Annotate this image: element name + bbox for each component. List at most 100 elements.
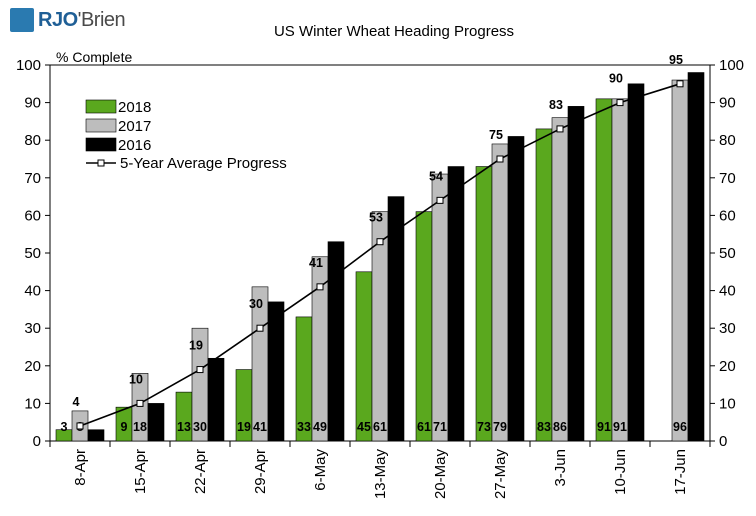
x-tick-label: 13-May — [372, 449, 389, 500]
bar-2018-27-May — [475, 166, 493, 442]
y-tick-label-right: 70 — [719, 170, 736, 187]
bar-2018-13-May — [355, 271, 373, 442]
avg-label-22-Apr: 19 — [189, 339, 203, 353]
y-tick-label-right: 30 — [719, 320, 736, 337]
y-tick-label-right: 90 — [719, 95, 736, 112]
avg-marker-8-Apr — [76, 422, 84, 430]
bar-2016-15-Apr — [147, 403, 165, 442]
y-tick-label-right: 40 — [719, 283, 736, 300]
x-tick-label: 29-Apr — [252, 449, 269, 494]
y-tick-label-right: 60 — [719, 207, 736, 224]
avg-label-6-May: 41 — [309, 256, 323, 270]
y-tick-label-left: 90 — [24, 95, 41, 112]
avg-marker-17-Jun — [676, 80, 684, 88]
bar-label-2018-13-May: 45 — [357, 420, 371, 434]
avg-marker-6-May — [316, 283, 324, 291]
avg-label-13-May: 53 — [369, 211, 383, 225]
y-tick-label-left: 60 — [24, 207, 41, 224]
y-tick-label-right: 0 — [719, 433, 727, 450]
y-tick-label-right: 10 — [719, 395, 736, 412]
bar-2018-3-Jun — [535, 128, 553, 442]
bar-label-2018-3-Jun: 83 — [537, 420, 551, 434]
x-tick-label: 8-Apr — [72, 449, 89, 486]
bar-2016-22-Apr — [207, 357, 225, 442]
y-tick-label-left: 0 — [33, 433, 41, 450]
y-tick-label-right: 80 — [719, 132, 736, 149]
bar-label-2018-10-Jun: 91 — [597, 420, 611, 434]
legend-swatch-2016 — [85, 137, 117, 152]
avg-marker-22-Apr — [196, 366, 204, 374]
avg-marker-15-Apr — [136, 399, 144, 407]
legend-label-2017: 2017 — [118, 118, 151, 135]
bar-2017-17-Jun — [671, 79, 689, 442]
avg-marker-13-May — [376, 238, 384, 246]
legend-swatch-2018 — [85, 99, 117, 114]
x-tick-label: 6-May — [312, 449, 329, 491]
bar-label-2018-8-Apr: 3 — [61, 420, 68, 434]
bar-2018-10-Jun — [595, 98, 613, 442]
legend-swatch-2017 — [85, 118, 117, 133]
bar-label-2018-22-Apr: 13 — [177, 420, 191, 434]
brand-logo-icon — [10, 8, 34, 32]
legend-label-average: 5-Year Average Progress — [120, 155, 287, 172]
y-tick-label-left: 20 — [24, 358, 41, 375]
avg-label-20-May: 54 — [429, 169, 443, 183]
bar-2017-10-Jun — [611, 98, 629, 442]
avg-label-29-Apr: 30 — [249, 297, 263, 311]
bar-2016-17-Jun — [687, 72, 705, 442]
bar-label-2018-6-May: 33 — [297, 420, 311, 434]
y-tick-label-left: 70 — [24, 170, 41, 187]
bar-label-2018-27-May: 73 — [477, 420, 491, 434]
bar-2017-20-May — [431, 173, 449, 442]
bar-label-2018-20-May: 61 — [417, 420, 431, 434]
bar-2018-20-May — [415, 211, 433, 442]
bar-2016-10-Jun — [627, 83, 645, 442]
x-tick-label: 17-Jun — [672, 449, 689, 495]
avg-label-3-Jun: 83 — [549, 98, 563, 112]
bar-label-2017-15-Apr: 18 — [133, 420, 147, 434]
x-tick-label: 10-Jun — [612, 449, 629, 495]
avg-label-8-Apr: 4 — [73, 395, 80, 409]
bar-label-2017-17-Jun: 96 — [673, 420, 687, 434]
bar-label-2018-15-Apr: 9 — [121, 420, 128, 434]
avg-marker-3-Jun — [556, 125, 564, 133]
bar-2016-3-Jun — [567, 106, 585, 442]
y-tick-label-left: 10 — [24, 395, 41, 412]
bar-2017-27-May — [491, 143, 509, 442]
y-tick-label-right: 20 — [719, 358, 736, 375]
avg-label-17-Jun: 95 — [669, 53, 683, 67]
bar-label-2017-6-May: 49 — [313, 420, 327, 434]
bar-2016-6-May — [327, 241, 345, 442]
y-tick-label-left: 80 — [24, 132, 41, 149]
y-tick-label-left: 40 — [24, 283, 41, 300]
x-tick-label: 27-May — [492, 449, 509, 500]
bar-label-2017-22-Apr: 30 — [193, 420, 207, 434]
avg-label-15-Apr: 10 — [129, 372, 143, 386]
bar-2016-27-May — [507, 136, 525, 442]
bar-label-2017-10-Jun: 91 — [613, 420, 627, 434]
brand-logo-text: RJO'Brien — [38, 8, 126, 31]
bar-label-2017-20-May: 71 — [433, 420, 447, 434]
x-tick-label: 20-May — [432, 449, 449, 500]
x-tick-label: 22-Apr — [192, 449, 209, 494]
legend-label-2018: 2018 — [118, 99, 151, 116]
bar-label-2017-13-May: 61 — [373, 420, 387, 434]
bar-2016-13-May — [387, 196, 405, 442]
y-axis-label: % Complete — [56, 49, 132, 65]
avg-marker-27-May — [496, 155, 504, 163]
y-tick-label-right: 50 — [719, 245, 736, 262]
bar-label-2017-3-Jun: 86 — [553, 420, 567, 434]
legend-label-2016: 2016 — [118, 137, 151, 154]
bar-2016-8-Apr — [87, 429, 105, 442]
y-tick-label-left: 50 — [24, 245, 41, 262]
avg-marker-29-Apr — [256, 324, 264, 332]
avg-label-10-Jun: 90 — [609, 72, 623, 86]
x-tick-label: 3-Jun — [552, 449, 569, 487]
avg-marker-10-Jun — [616, 99, 624, 107]
avg-marker-20-May — [436, 196, 444, 204]
bar-label-2017-27-May: 79 — [493, 420, 507, 434]
y-tick-label-left: 100 — [16, 57, 41, 74]
bar-2017-3-Jun — [551, 117, 569, 442]
